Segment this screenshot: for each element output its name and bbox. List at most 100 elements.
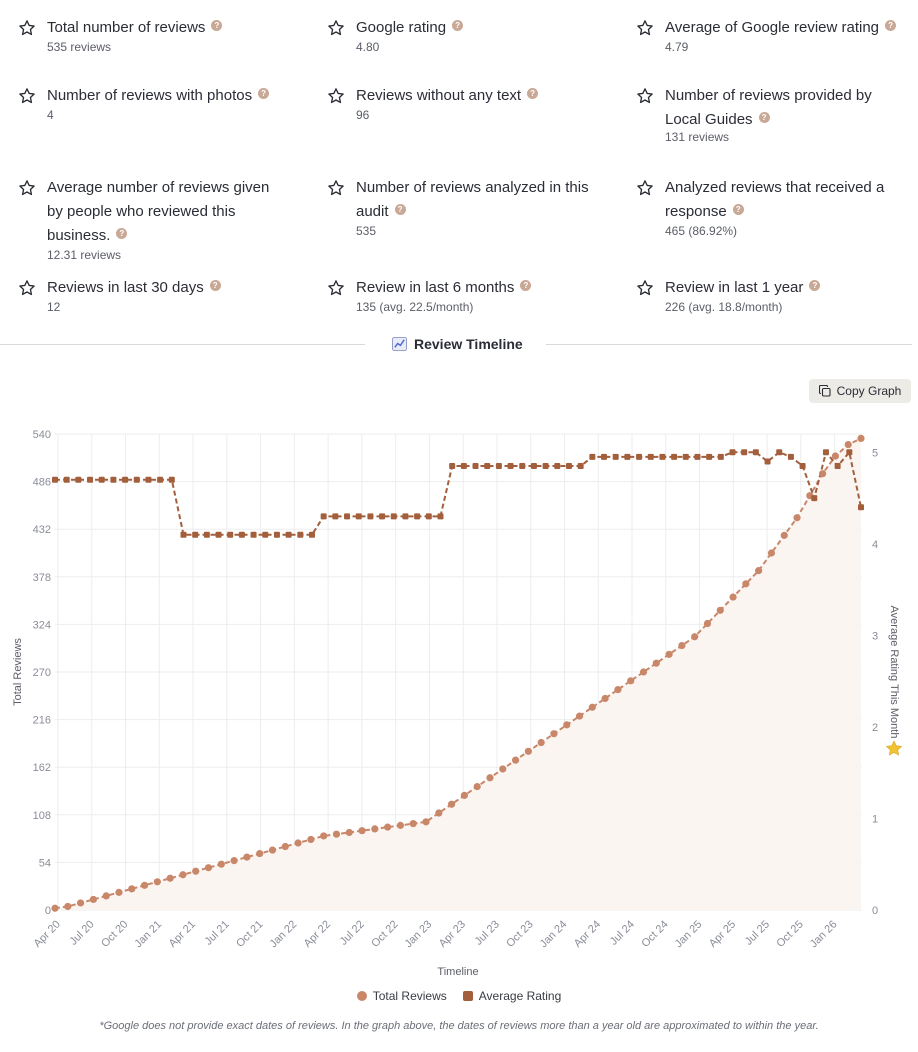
- stat-value: 465 (86.92%): [665, 224, 738, 238]
- total-reviews-point: [537, 738, 545, 747]
- x-tick-label: Oct 22: [369, 918, 400, 949]
- average-rating-point: [449, 463, 456, 470]
- y-left-tick-label: 432: [33, 524, 51, 536]
- stat-value: 12: [47, 300, 61, 314]
- total-reviews-point: [601, 694, 609, 703]
- y-left-tick-label: 216: [33, 715, 51, 727]
- total-reviews-point: [332, 830, 341, 838]
- question-circle-icon[interactable]: ?: [758, 112, 770, 123]
- x-tick-label: Oct 24: [639, 918, 670, 949]
- question-circle-icon[interactable]: ?: [527, 88, 539, 99]
- stat-label: Reviews in last 30 days?: [47, 276, 287, 300]
- y-left-tick-label: 270: [33, 667, 51, 679]
- y-right-tick-labels: 0 1 2 3 4 5: [872, 447, 878, 917]
- question-circle-icon[interactable]: ?: [394, 204, 406, 215]
- total-reviews-point: [460, 791, 468, 800]
- copy-graph-button[interactable]: Copy Graph: [809, 379, 911, 403]
- average-rating-point: [507, 463, 514, 470]
- question-circle-icon[interactable]: ?: [732, 204, 744, 215]
- question-circle-icon[interactable]: ?: [209, 280, 221, 291]
- average-rating-point: [484, 463, 491, 470]
- stat-label: Reviews without any text?: [356, 84, 596, 108]
- total-reviews-line: [54, 437, 862, 910]
- x-tick-label: Jan 21: [132, 918, 164, 950]
- average-rating-point: [262, 531, 269, 538]
- average-rating-point: [52, 476, 58, 483]
- stat-label: Google rating?: [356, 16, 596, 40]
- legend-total-reviews[interactable]: Total Reviews: [356, 989, 447, 1003]
- average-rating-point: [355, 513, 362, 520]
- x-tick-label: Oct 20: [99, 918, 130, 949]
- total-reviews-point: [140, 881, 149, 889]
- copy-graph-label: Copy Graph: [836, 384, 902, 398]
- stat-value: 131 reviews: [665, 130, 730, 144]
- x-tick-label: Apr 25: [707, 918, 738, 949]
- average-rating-point: [98, 476, 105, 483]
- average-rating-point: [822, 449, 829, 456]
- x-tick-label: Jul 23: [473, 918, 502, 947]
- y-left-tick-label: 0: [45, 905, 51, 917]
- legend-average-label: Average Rating: [478, 989, 562, 1003]
- total-reviews-point: [473, 782, 481, 791]
- section-title-text: Review Timeline: [414, 336, 523, 352]
- average-rating-point: [437, 513, 444, 520]
- average-rating-point: [589, 453, 596, 460]
- total-reviews-point: [102, 892, 110, 900]
- stat-label: Average of Google review rating?: [665, 16, 905, 40]
- total-reviews-point: [831, 452, 840, 460]
- question-circle-icon[interactable]: ?: [809, 280, 821, 291]
- x-tick-label: Apr 21: [167, 918, 198, 949]
- average-rating-point: [192, 531, 199, 538]
- average-rating-point: [414, 513, 421, 520]
- total-reviews-point: [729, 593, 737, 601]
- average-rating-point: [647, 453, 654, 460]
- total-reviews-area: [55, 438, 861, 910]
- total-reviews-point: [166, 874, 174, 882]
- y-right-tick-label: 1: [872, 813, 878, 825]
- total-reviews-point: [243, 853, 251, 861]
- average-rating-point: [460, 463, 467, 470]
- average-rating-point: [180, 531, 187, 538]
- average-rating-point: [495, 463, 502, 470]
- average-rating-point: [250, 531, 257, 538]
- legend-average-rating[interactable]: Average Rating: [462, 989, 562, 1003]
- question-circle-icon[interactable]: ?: [116, 228, 128, 239]
- average-rating-point: [75, 476, 82, 483]
- stat-value: 96: [356, 108, 370, 122]
- total-reviews-point: [793, 514, 801, 522]
- legend-total-label: Total Reviews: [372, 989, 447, 1003]
- question-circle-icon[interactable]: ?: [452, 20, 464, 31]
- average-rating-point: [238, 531, 245, 538]
- total-reviews-point: [153, 878, 161, 886]
- section-title: Review Timeline: [392, 336, 523, 352]
- total-reviews-point: [588, 703, 596, 711]
- question-circle-icon[interactable]: ?: [520, 280, 532, 291]
- total-reviews-point: [627, 677, 635, 685]
- average-rating-point: [752, 449, 759, 456]
- average-rating-point: [344, 513, 351, 520]
- average-rating-point: [834, 463, 841, 470]
- stat-label: Analyzed reviews that received a respons…: [665, 179, 885, 220]
- y-left-tick-label: 540: [33, 429, 51, 441]
- total-reviews-area-fill: [55, 438, 861, 910]
- legend-square: [462, 991, 473, 1001]
- x-tick-label: Jul 24: [608, 918, 637, 947]
- star-outline-icon: [637, 20, 653, 36]
- question-circle-icon[interactable]: ?: [258, 88, 270, 99]
- x-tick-label: Jan 25: [673, 918, 705, 950]
- star-outline-icon: [328, 88, 344, 104]
- star-outline-icon: [19, 280, 35, 296]
- average-rating-point: [530, 463, 537, 470]
- question-circle-icon[interactable]: ?: [211, 20, 223, 31]
- x-tick-label: Apr 23: [437, 918, 468, 949]
- question-circle-icon[interactable]: ?: [885, 20, 897, 31]
- x-tick-label: Jul 22: [338, 918, 367, 947]
- x-tick-label: Jul 20: [67, 918, 96, 947]
- average-rating-point: [203, 531, 210, 538]
- average-rating-point: [682, 453, 689, 460]
- x-tick-label: Apr 20: [32, 918, 63, 949]
- y-left-tick-labels: 0 54 108 162 216 270 324 378 432 486 540: [33, 429, 51, 917]
- average-rating-point: [168, 476, 175, 483]
- star-outline-icon: [637, 280, 653, 296]
- average-rating-point: [636, 453, 643, 460]
